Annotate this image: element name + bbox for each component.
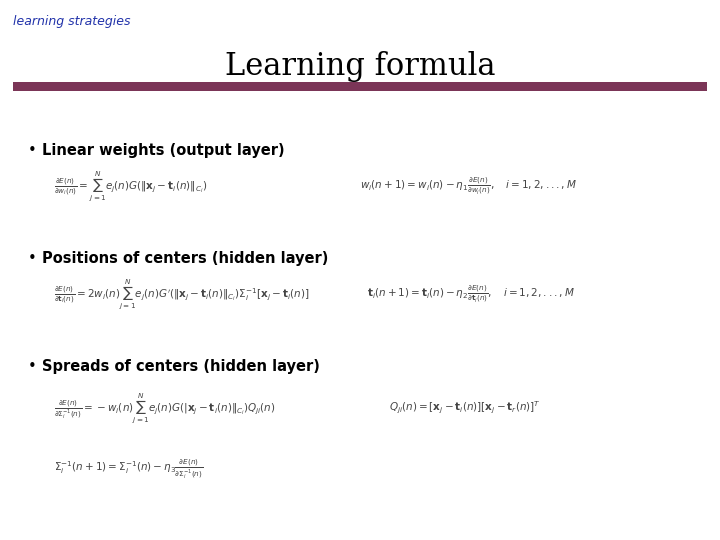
- Text: Linear weights (output layer): Linear weights (output layer): [42, 143, 284, 158]
- Text: Learning formula: Learning formula: [225, 51, 495, 82]
- Text: $\frac{\partial E(n)}{\partial w_i(n)} = \sum_{j=1}^{N} e_j(n)G(\|\mathbf{x}_j -: $\frac{\partial E(n)}{\partial w_i(n)} =…: [54, 170, 207, 203]
- Text: $\Sigma_i^{-1}(n+1) = \Sigma_i^{-1}(n) - \eta_3 \frac{\partial E(n)}{\partial \S: $\Sigma_i^{-1}(n+1) = \Sigma_i^{-1}(n) -…: [54, 458, 203, 481]
- Text: $Q_{ji}(n) = [\mathbf{x}_j - \mathbf{t}_i(n)][\mathbf{x}_j - \mathbf{t}_r(n)]^T$: $Q_{ji}(n) = [\mathbf{x}_j - \mathbf{t}_…: [389, 400, 541, 416]
- Text: •: •: [27, 143, 36, 158]
- Text: $\frac{\partial E(n)}{\partial \mathbf{t}_i(n)} = 2w_i(n)\sum_{j=1}^{N} e_j(n)G': $\frac{\partial E(n)}{\partial \mathbf{t…: [54, 278, 310, 311]
- Text: •: •: [27, 359, 36, 374]
- Text: •: •: [27, 251, 36, 266]
- Text: learning strategies: learning strategies: [13, 15, 130, 28]
- Bar: [13, 82, 707, 91]
- Text: $\mathbf{t}_i(n+1) = \mathbf{t}_i(n) - \eta_2 \frac{\partial E(n)}{\partial \mat: $\mathbf{t}_i(n+1) = \mathbf{t}_i(n) - \…: [367, 284, 575, 305]
- Text: Spreads of centers (hidden layer): Spreads of centers (hidden layer): [42, 359, 320, 374]
- Text: $w_i(n+1) = w_i(n) - \eta_1 \frac{\partial E(n)}{\partial w_i(n)}, \quad i=1,2,.: $w_i(n+1) = w_i(n) - \eta_1 \frac{\parti…: [360, 176, 577, 197]
- Text: $\frac{\partial E(n)}{\partial \Sigma_i^{-1}(n)} = -w_i(n)\sum_{j=1}^{N} e_j(n)G: $\frac{\partial E(n)}{\partial \Sigma_i^…: [54, 391, 276, 424]
- Text: Positions of centers (hidden layer): Positions of centers (hidden layer): [42, 251, 328, 266]
